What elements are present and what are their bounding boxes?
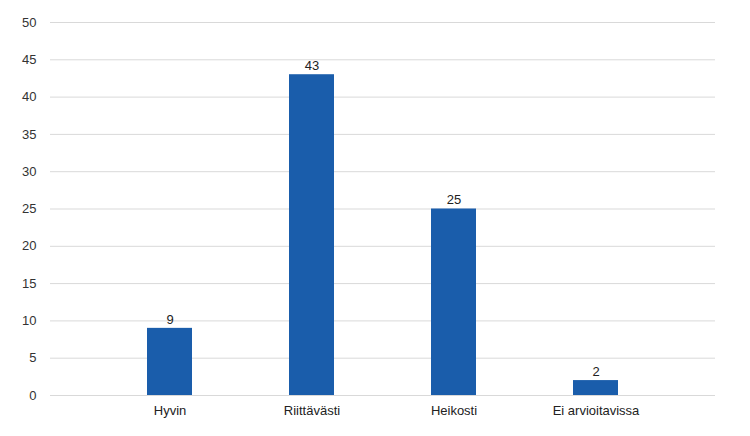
svg-text:35: 35 [22,127,36,142]
svg-text:50: 50 [22,15,36,30]
svg-text:Heikosti: Heikosti [431,403,477,418]
svg-text:0: 0 [29,388,36,403]
svg-text:25: 25 [22,201,36,216]
svg-text:9: 9 [166,312,173,327]
svg-text:20: 20 [22,238,36,253]
svg-text:43: 43 [305,58,319,73]
svg-text:15: 15 [22,276,36,291]
svg-text:2: 2 [592,364,599,379]
svg-text:Riittävästi: Riittävästi [284,403,340,418]
svg-text:30: 30 [22,164,36,179]
svg-text:25: 25 [447,192,461,207]
svg-text:5: 5 [29,350,36,365]
svg-text:10: 10 [22,313,36,328]
svg-text:45: 45 [22,52,36,67]
svg-text:Ei arvioitavissa: Ei arvioitavissa [553,403,640,418]
svg-text:Hyvin: Hyvin [154,403,187,418]
svg-text:40: 40 [22,89,36,104]
